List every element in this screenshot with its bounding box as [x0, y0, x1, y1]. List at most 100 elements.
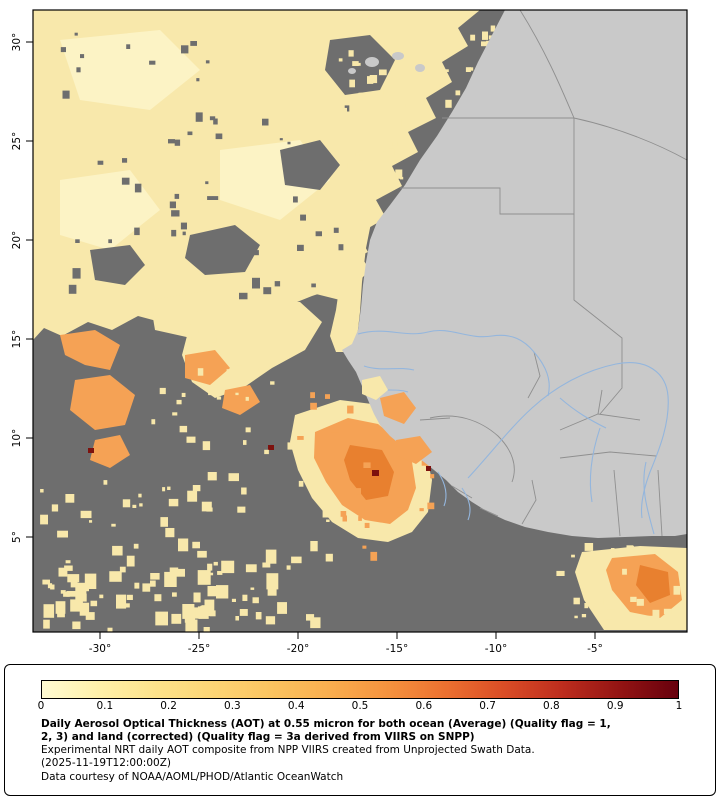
speckle: [202, 441, 211, 451]
speckle: [216, 396, 222, 400]
speckle: [76, 67, 81, 73]
speckle: [310, 392, 315, 399]
speckle: [681, 579, 686, 583]
speckle: [465, 67, 471, 72]
island: [415, 64, 425, 72]
speckle: [338, 244, 344, 251]
speckle: [241, 487, 247, 495]
speckle: [209, 572, 214, 576]
speckle: [55, 601, 66, 614]
border-line: [597, 389, 603, 415]
speckle: [119, 566, 126, 573]
map-canvas: 30° 25° 20° 15° 10° 5° -30° -25° -20° -1…: [11, 9, 688, 655]
speckle: [221, 560, 235, 574]
speckle: [310, 541, 318, 552]
speckle: [297, 244, 304, 251]
speckle: [42, 579, 50, 585]
speckle: [57, 530, 68, 538]
aerosol-patch: [60, 330, 120, 370]
border-line: [559, 451, 657, 459]
colorbar-tick-label: 0.8: [543, 700, 560, 712]
speckle: [121, 177, 130, 185]
speckle: [168, 139, 175, 144]
border-line: [429, 415, 515, 483]
speckle: [265, 616, 276, 625]
speckle: [169, 567, 179, 575]
speckle: [262, 562, 271, 568]
speckle: [40, 489, 44, 493]
speckle: [68, 284, 77, 294]
speckle: [342, 162, 348, 168]
colorbar-tick-label: 0.4: [287, 700, 305, 712]
speckle: [70, 579, 78, 588]
speckle: [584, 543, 594, 551]
speckle: [192, 485, 201, 492]
no-data-hole: [185, 225, 260, 275]
speckle: [610, 548, 615, 552]
speckle: [51, 504, 59, 512]
river-line: [437, 471, 447, 507]
speckle: [107, 627, 113, 632]
speckle: [208, 390, 215, 396]
speckle: [72, 621, 81, 630]
speckle: [205, 60, 210, 64]
lat-tick-label: 5°: [11, 531, 23, 543]
speckle: [215, 133, 223, 140]
speckle: [358, 92, 362, 98]
speckle: [286, 565, 291, 570]
speckle: [255, 612, 262, 620]
speckle: [239, 609, 248, 616]
speckle: [134, 183, 142, 193]
speckle: [160, 517, 168, 527]
speckle: [470, 34, 476, 41]
speckle: [329, 503, 333, 506]
speckle: [85, 612, 95, 620]
speckle: [287, 442, 293, 450]
country-borders: [400, 10, 687, 537]
speckle: [181, 392, 186, 397]
legend-panel: 0 0.1 0.2 0.3 0.4 0.5 0.6 0.7 0.8 0.9 1 …: [4, 664, 716, 796]
speckle: [355, 153, 360, 157]
lon-tick-label: -15°: [386, 643, 408, 655]
speckle: [287, 141, 291, 145]
lon-tick-label: -5°: [587, 643, 603, 655]
speckle: [603, 597, 612, 606]
speckle: [75, 584, 87, 601]
island: [365, 57, 379, 67]
speckle: [169, 201, 176, 209]
lat-tick-label: 25°: [11, 132, 23, 151]
speckle: [267, 584, 277, 596]
aerosol-extreme-spot: [268, 445, 274, 450]
aerosol-extreme-spot: [88, 448, 94, 453]
speckle: [362, 545, 367, 549]
aerosol-patch: [330, 210, 372, 352]
aerosol-ocean-field: [33, 10, 687, 630]
speckle: [279, 138, 283, 141]
speckle: [175, 568, 185, 577]
lon-tick-label: -10°: [485, 643, 507, 655]
speckle: [40, 514, 48, 525]
river-line: [533, 351, 550, 397]
speckle: [150, 573, 160, 580]
legend-description: Experimental NRT daily AOT composite fro…: [41, 744, 535, 757]
speckle: [181, 45, 189, 54]
speckle: [171, 229, 177, 237]
colorbar-ticks: 0 0.1 0.2 0.3 0.4 0.5 0.6 0.7 0.8 0.9 1: [37, 699, 683, 715]
aerosol-patch: [362, 376, 388, 400]
speckle: [80, 510, 92, 519]
speckle: [193, 592, 201, 603]
speckle: [84, 573, 97, 589]
lat-tick-label: 30°: [11, 33, 23, 52]
border-line: [521, 479, 537, 525]
border-line: [613, 469, 621, 537]
speckle: [262, 118, 269, 126]
speckle: [195, 112, 203, 122]
speckle: [109, 571, 122, 582]
speckle: [154, 594, 162, 602]
speckle: [217, 571, 223, 575]
colorbar-tick-label: 0.2: [160, 700, 177, 712]
colorbar-tick-label: 0: [37, 700, 45, 712]
speckle: [315, 231, 322, 237]
speckle: [116, 594, 127, 609]
speckle: [482, 31, 488, 40]
